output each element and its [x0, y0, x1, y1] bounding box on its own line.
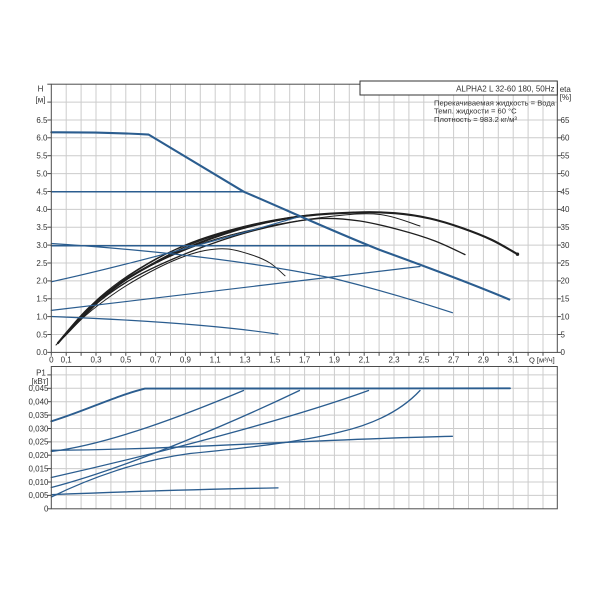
svg-text:2,1: 2,1: [359, 356, 371, 365]
svg-text:0,3: 0,3: [90, 356, 102, 365]
svg-text:2,7: 2,7: [448, 356, 460, 365]
svg-text:1,9: 1,9: [329, 356, 341, 365]
svg-text:1,3: 1,3: [239, 356, 251, 365]
svg-text:10: 10: [561, 312, 570, 321]
svg-text:0,035: 0,035: [28, 411, 49, 420]
svg-text:ALPHA2 L 32-60 180, 50Hz: ALPHA2 L 32-60 180, 50Hz: [456, 85, 554, 94]
svg-text:0,015: 0,015: [28, 464, 49, 473]
svg-text:0,020: 0,020: [28, 451, 49, 460]
svg-text:0.0: 0.0: [36, 348, 48, 357]
svg-text:[кВт]: [кВт]: [32, 377, 49, 386]
svg-text:1,7: 1,7: [299, 356, 311, 365]
svg-text:2,9: 2,9: [478, 356, 490, 365]
svg-text:1,5: 1,5: [269, 356, 281, 365]
svg-text:0,045: 0,045: [28, 384, 49, 393]
svg-text:0,030: 0,030: [28, 424, 49, 433]
svg-text:4.5: 4.5: [36, 187, 48, 196]
svg-text:0,005: 0,005: [28, 491, 49, 500]
svg-text:5: 5: [561, 330, 566, 339]
svg-text:0,9: 0,9: [180, 356, 192, 365]
svg-text:60: 60: [561, 134, 570, 143]
svg-text:30: 30: [561, 241, 570, 250]
svg-text:0,7: 0,7: [150, 356, 162, 365]
svg-text:6.0: 6.0: [36, 134, 48, 143]
svg-text:0,1: 0,1: [61, 356, 73, 365]
svg-text:15: 15: [561, 295, 570, 304]
svg-text:0.5: 0.5: [36, 330, 48, 339]
svg-text:1,1: 1,1: [210, 356, 222, 365]
svg-text:[м]: [м]: [36, 96, 46, 105]
svg-text:3.5: 3.5: [36, 223, 48, 232]
svg-text:H: H: [38, 85, 44, 94]
svg-text:45: 45: [561, 187, 570, 196]
svg-text:Q [м³/ч]: Q [м³/ч]: [529, 356, 555, 365]
svg-text:2.0: 2.0: [36, 277, 48, 286]
svg-text:65: 65: [561, 116, 570, 125]
svg-text:25: 25: [561, 259, 570, 268]
svg-text:40: 40: [561, 205, 570, 214]
svg-text:0,040: 0,040: [28, 398, 49, 407]
svg-text:35: 35: [561, 223, 570, 232]
svg-text:0,5: 0,5: [120, 356, 132, 365]
svg-text:Плотность = 983.2 кг/м³: Плотность = 983.2 кг/м³: [434, 115, 517, 124]
svg-text:0: 0: [561, 348, 566, 357]
svg-text:2,5: 2,5: [418, 356, 430, 365]
svg-text:P1: P1: [36, 368, 46, 377]
svg-text:2,3: 2,3: [388, 356, 400, 365]
svg-text:2.5: 2.5: [36, 259, 48, 268]
svg-text:1.0: 1.0: [36, 312, 48, 321]
svg-text:50: 50: [561, 169, 570, 178]
svg-text:3.0: 3.0: [36, 241, 48, 250]
svg-text:0: 0: [49, 356, 54, 365]
svg-text:1.5: 1.5: [36, 295, 48, 304]
svg-text:5.5: 5.5: [36, 152, 48, 161]
svg-text:4.0: 4.0: [36, 205, 48, 214]
svg-text:0: 0: [44, 505, 49, 514]
svg-text:Темп. жидкости = 60 °C: Темп. жидкости = 60 °C: [434, 107, 517, 116]
svg-text:[%]: [%]: [560, 93, 572, 102]
svg-text:6.5: 6.5: [36, 116, 48, 125]
svg-text:5.0: 5.0: [36, 169, 48, 178]
svg-text:3,1: 3,1: [508, 356, 520, 365]
svg-text:0,010: 0,010: [28, 478, 49, 487]
svg-text:0,025: 0,025: [28, 438, 49, 447]
svg-text:20: 20: [561, 277, 570, 286]
svg-text:Перекачиваемая жидкость = Вода: Перекачиваемая жидкость = Вода: [434, 98, 556, 107]
svg-text:55: 55: [561, 152, 570, 161]
svg-text:eta: eta: [560, 85, 572, 94]
